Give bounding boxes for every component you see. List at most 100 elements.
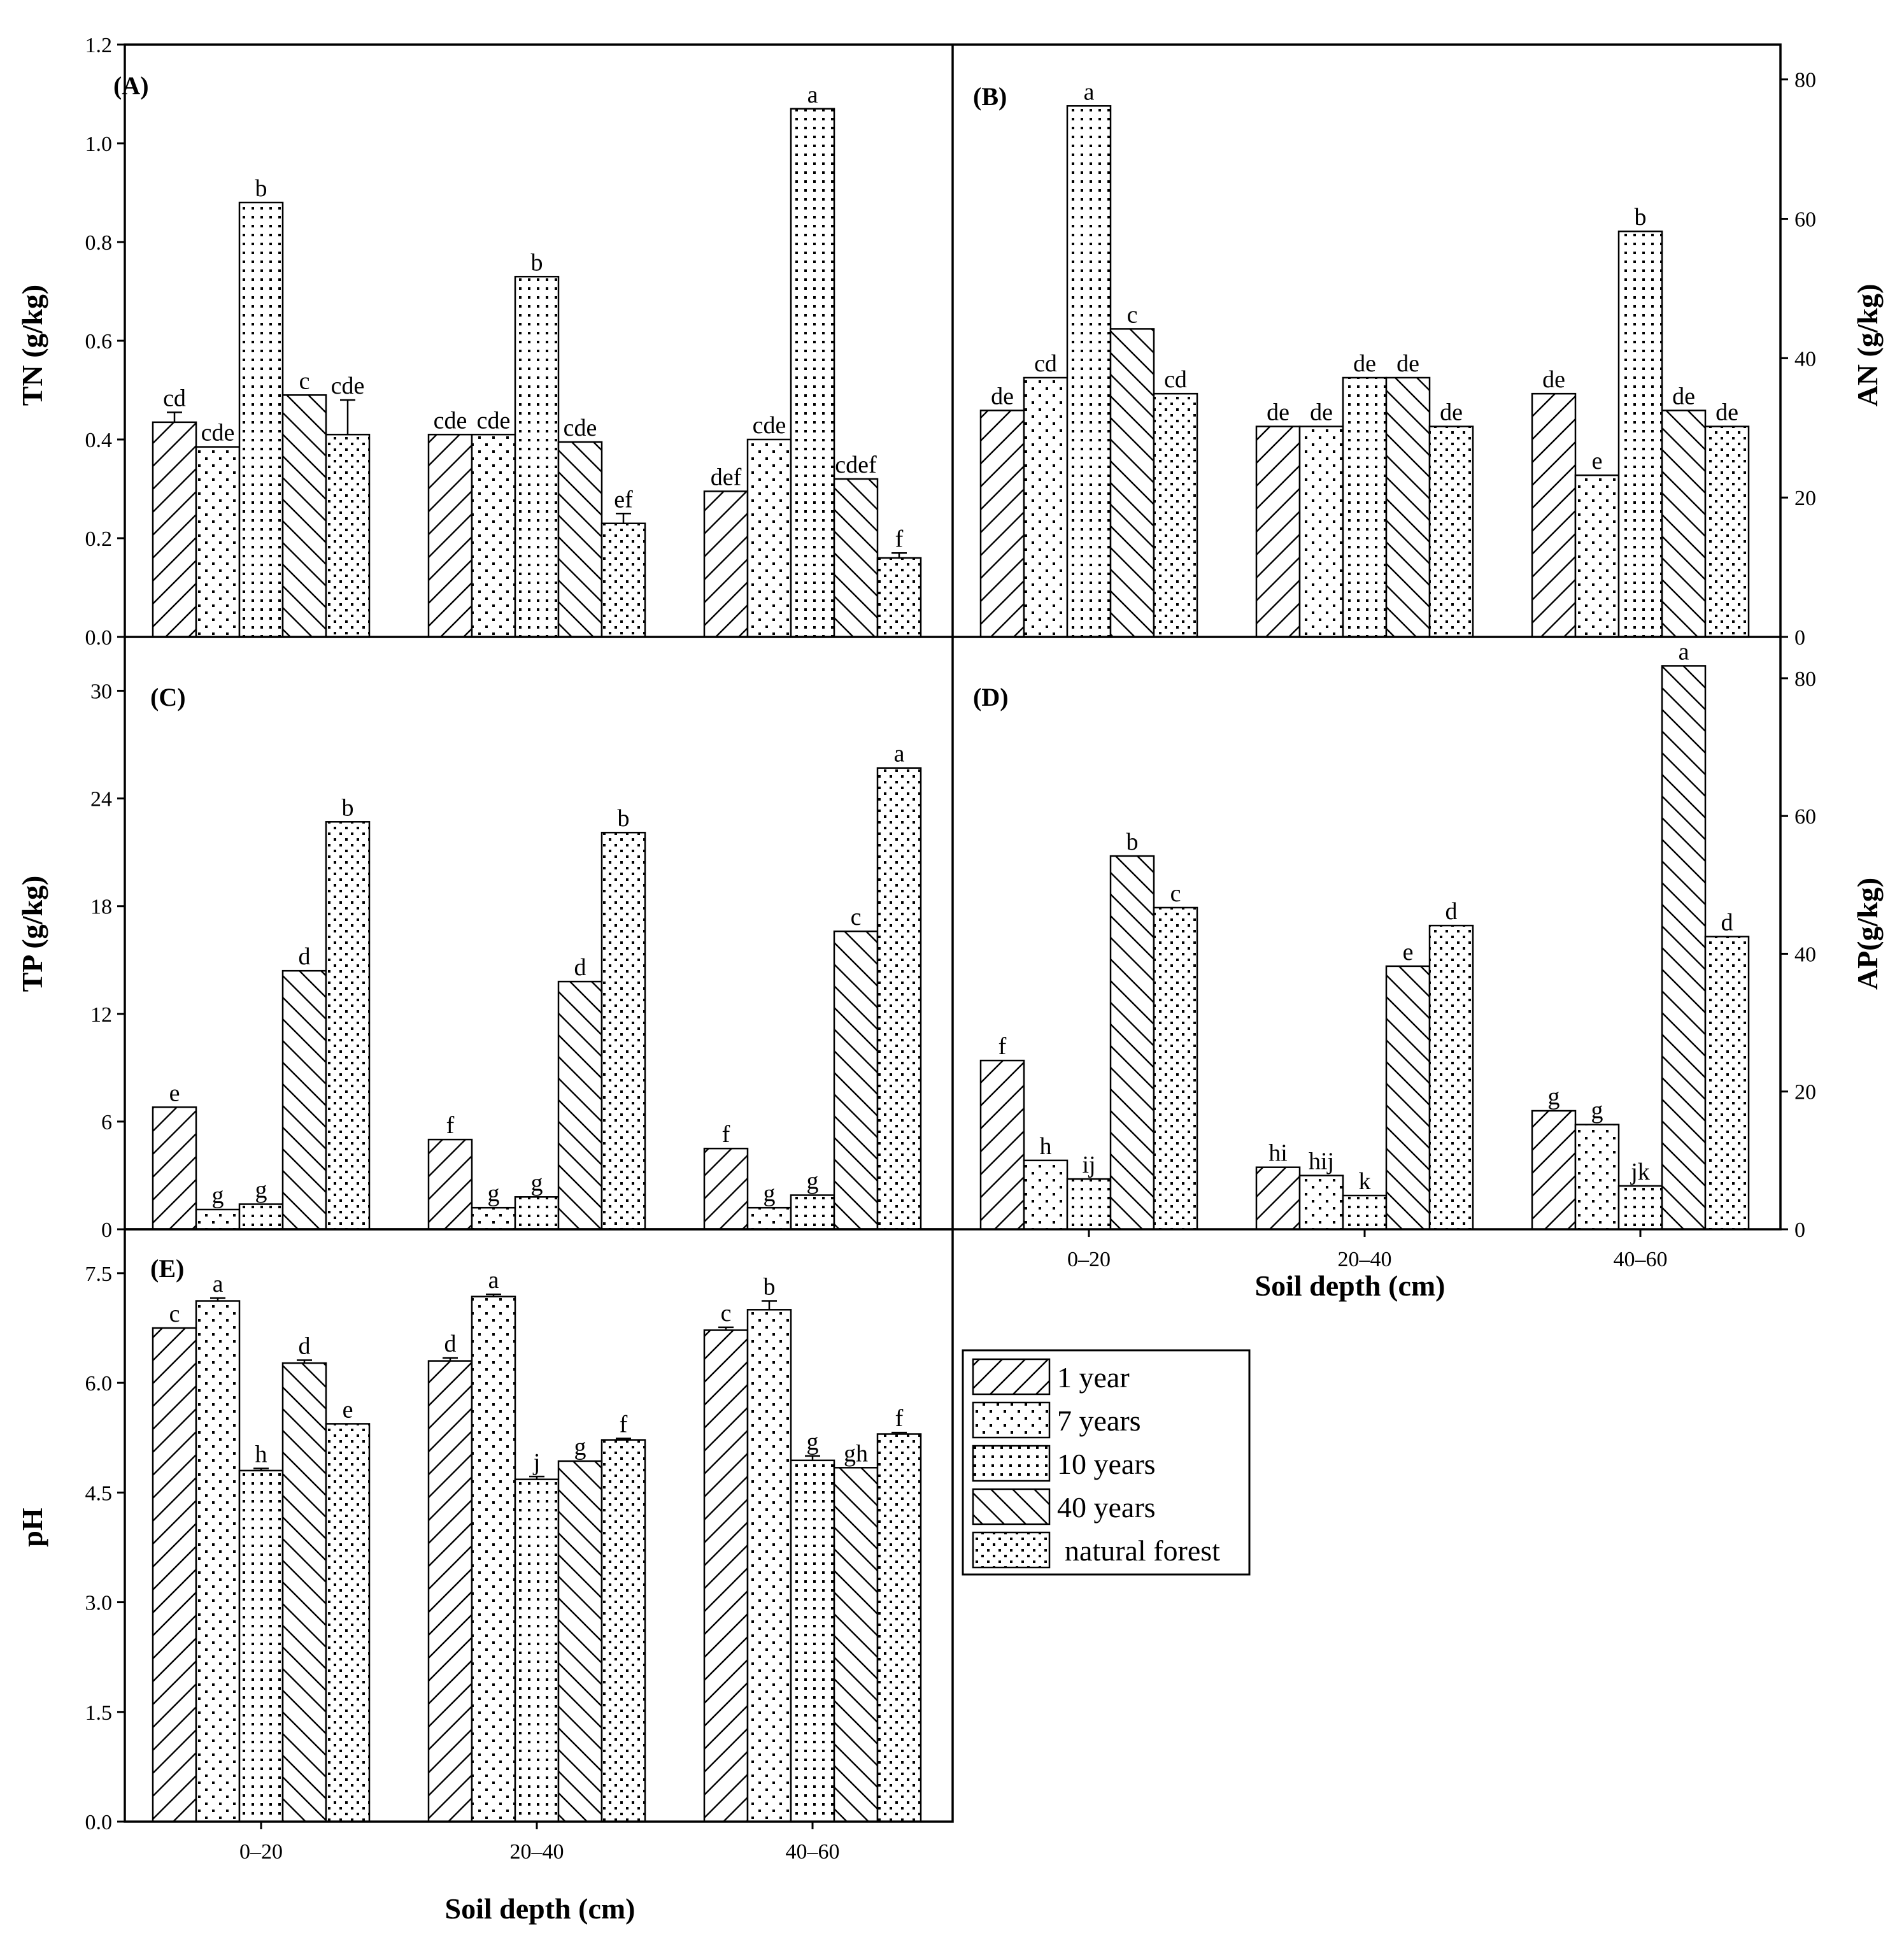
significance-label: cd — [1034, 350, 1057, 377]
significance-label: b — [342, 794, 354, 821]
significance-label: f — [998, 1033, 1007, 1060]
bar — [746, 438, 792, 638]
bar — [703, 1329, 749, 1823]
significance-label: e — [343, 1396, 353, 1423]
panel-e: 0.0 1.5 3.0 4.5 6.0 7.5 c a h d e 0–20 d a j g f 20–40 c b g… — [16, 1254, 922, 1925]
significance-label: gh — [844, 1440, 868, 1467]
legend-swatch — [972, 1531, 1051, 1569]
significance-label: ij — [1082, 1152, 1095, 1178]
y-tick-label: 3.0 — [85, 1592, 113, 1615]
significance-label: a — [213, 1271, 224, 1297]
significance-label: g — [1591, 1097, 1603, 1124]
significance-label: cdef — [835, 452, 877, 478]
bar — [876, 1433, 922, 1823]
significance-label: c — [1170, 880, 1181, 907]
bar — [281, 969, 327, 1231]
significance-label: e — [1592, 448, 1603, 475]
panel-e-frame — [124, 1228, 954, 1823]
bar — [1531, 392, 1577, 638]
y-tick-label: 40 — [1794, 943, 1816, 966]
bar — [281, 394, 327, 638]
x-tick-label: 40–60 — [1614, 1248, 1668, 1271]
bar — [1066, 1178, 1112, 1231]
y-tick-label: 1.2 — [85, 34, 113, 57]
bar — [1617, 230, 1663, 638]
significance-label: cde — [477, 407, 511, 434]
bar — [876, 767, 922, 1231]
significance-label: a — [488, 1267, 499, 1294]
bar — [1023, 376, 1069, 638]
bar — [557, 441, 603, 638]
bar — [238, 201, 284, 638]
y-tick-label: 6.0 — [85, 1372, 113, 1396]
y-tick-label: 0.4 — [85, 429, 113, 452]
significance-label: c — [299, 368, 310, 394]
panel-e-ylabel: pH — [16, 1508, 48, 1547]
significance-label: cde — [201, 420, 235, 446]
bar — [600, 522, 646, 638]
bar — [281, 1362, 327, 1823]
bar — [514, 276, 560, 638]
bar — [833, 478, 879, 638]
panel-b-label: (B) — [973, 82, 1007, 111]
bar — [471, 1206, 516, 1231]
bar — [1023, 1159, 1069, 1231]
y-tick-label: 1.5 — [85, 1701, 113, 1725]
bar — [195, 1300, 241, 1823]
y-tick-label: 18 — [90, 896, 112, 919]
significance-label: de — [1353, 350, 1376, 377]
bar — [600, 1439, 646, 1823]
bar — [427, 1138, 473, 1231]
significance-label: cd — [1164, 366, 1187, 393]
significance-label: c — [851, 904, 862, 931]
significance-label: c — [1127, 301, 1138, 328]
y-tick-label: 20 — [1794, 1081, 1816, 1104]
panel-d-label: (D) — [973, 683, 1009, 711]
significance-label: b — [764, 1274, 776, 1301]
bar — [1428, 425, 1474, 638]
legend-item: natural forest — [972, 1531, 1220, 1569]
bar — [703, 490, 749, 638]
bar — [600, 831, 646, 1231]
significance-label: d — [299, 943, 311, 970]
significance-label: g — [574, 1434, 586, 1460]
panel-c-ylabel: TP (g/kg) — [16, 876, 48, 992]
significance-label: cde — [331, 373, 365, 399]
significance-label: b — [1126, 829, 1139, 855]
significance-label: def — [711, 464, 742, 490]
panel-e-label: (E) — [150, 1254, 184, 1283]
significance-label: g — [807, 1429, 819, 1455]
significance-label: g — [764, 1180, 776, 1207]
y-tick-label: 80 — [1794, 668, 1816, 691]
panel-c: 0 6 12 18 24 30 e g g d b f g g d b f g g c a (C) TP (g/kg) — [16, 680, 922, 1242]
bar — [746, 1309, 792, 1823]
x-tick-label: 20–40 — [510, 1840, 564, 1864]
legend-item: 7 years — [972, 1401, 1141, 1439]
legend-item: 1 year — [972, 1358, 1130, 1396]
legend-swatch — [972, 1401, 1051, 1439]
significance-label: f — [722, 1121, 730, 1148]
bar — [1574, 474, 1620, 638]
y-tick-label: 0 — [1794, 1218, 1805, 1242]
y-tick-label: 60 — [1794, 805, 1816, 829]
bar — [1153, 906, 1198, 1231]
bar — [979, 1059, 1025, 1231]
significance-label: h — [255, 1441, 267, 1467]
significance-label: hi — [1268, 1140, 1288, 1167]
panel-a-label: (A) — [113, 71, 149, 100]
legend-swatch — [972, 1358, 1051, 1396]
significance-label: f — [620, 1411, 628, 1438]
y-tick-label: 6 — [101, 1111, 112, 1134]
significance-label: g — [255, 1177, 267, 1204]
significance-label: k — [1359, 1168, 1371, 1195]
bar — [195, 1208, 241, 1231]
bar — [1255, 425, 1301, 638]
significance-label: cde — [753, 412, 786, 439]
y-tick-label: 0.8 — [85, 231, 113, 255]
bar — [1153, 392, 1198, 638]
significance-label: de — [1267, 399, 1289, 426]
significance-label: cde — [434, 407, 467, 434]
significance-label: d — [1721, 909, 1733, 936]
